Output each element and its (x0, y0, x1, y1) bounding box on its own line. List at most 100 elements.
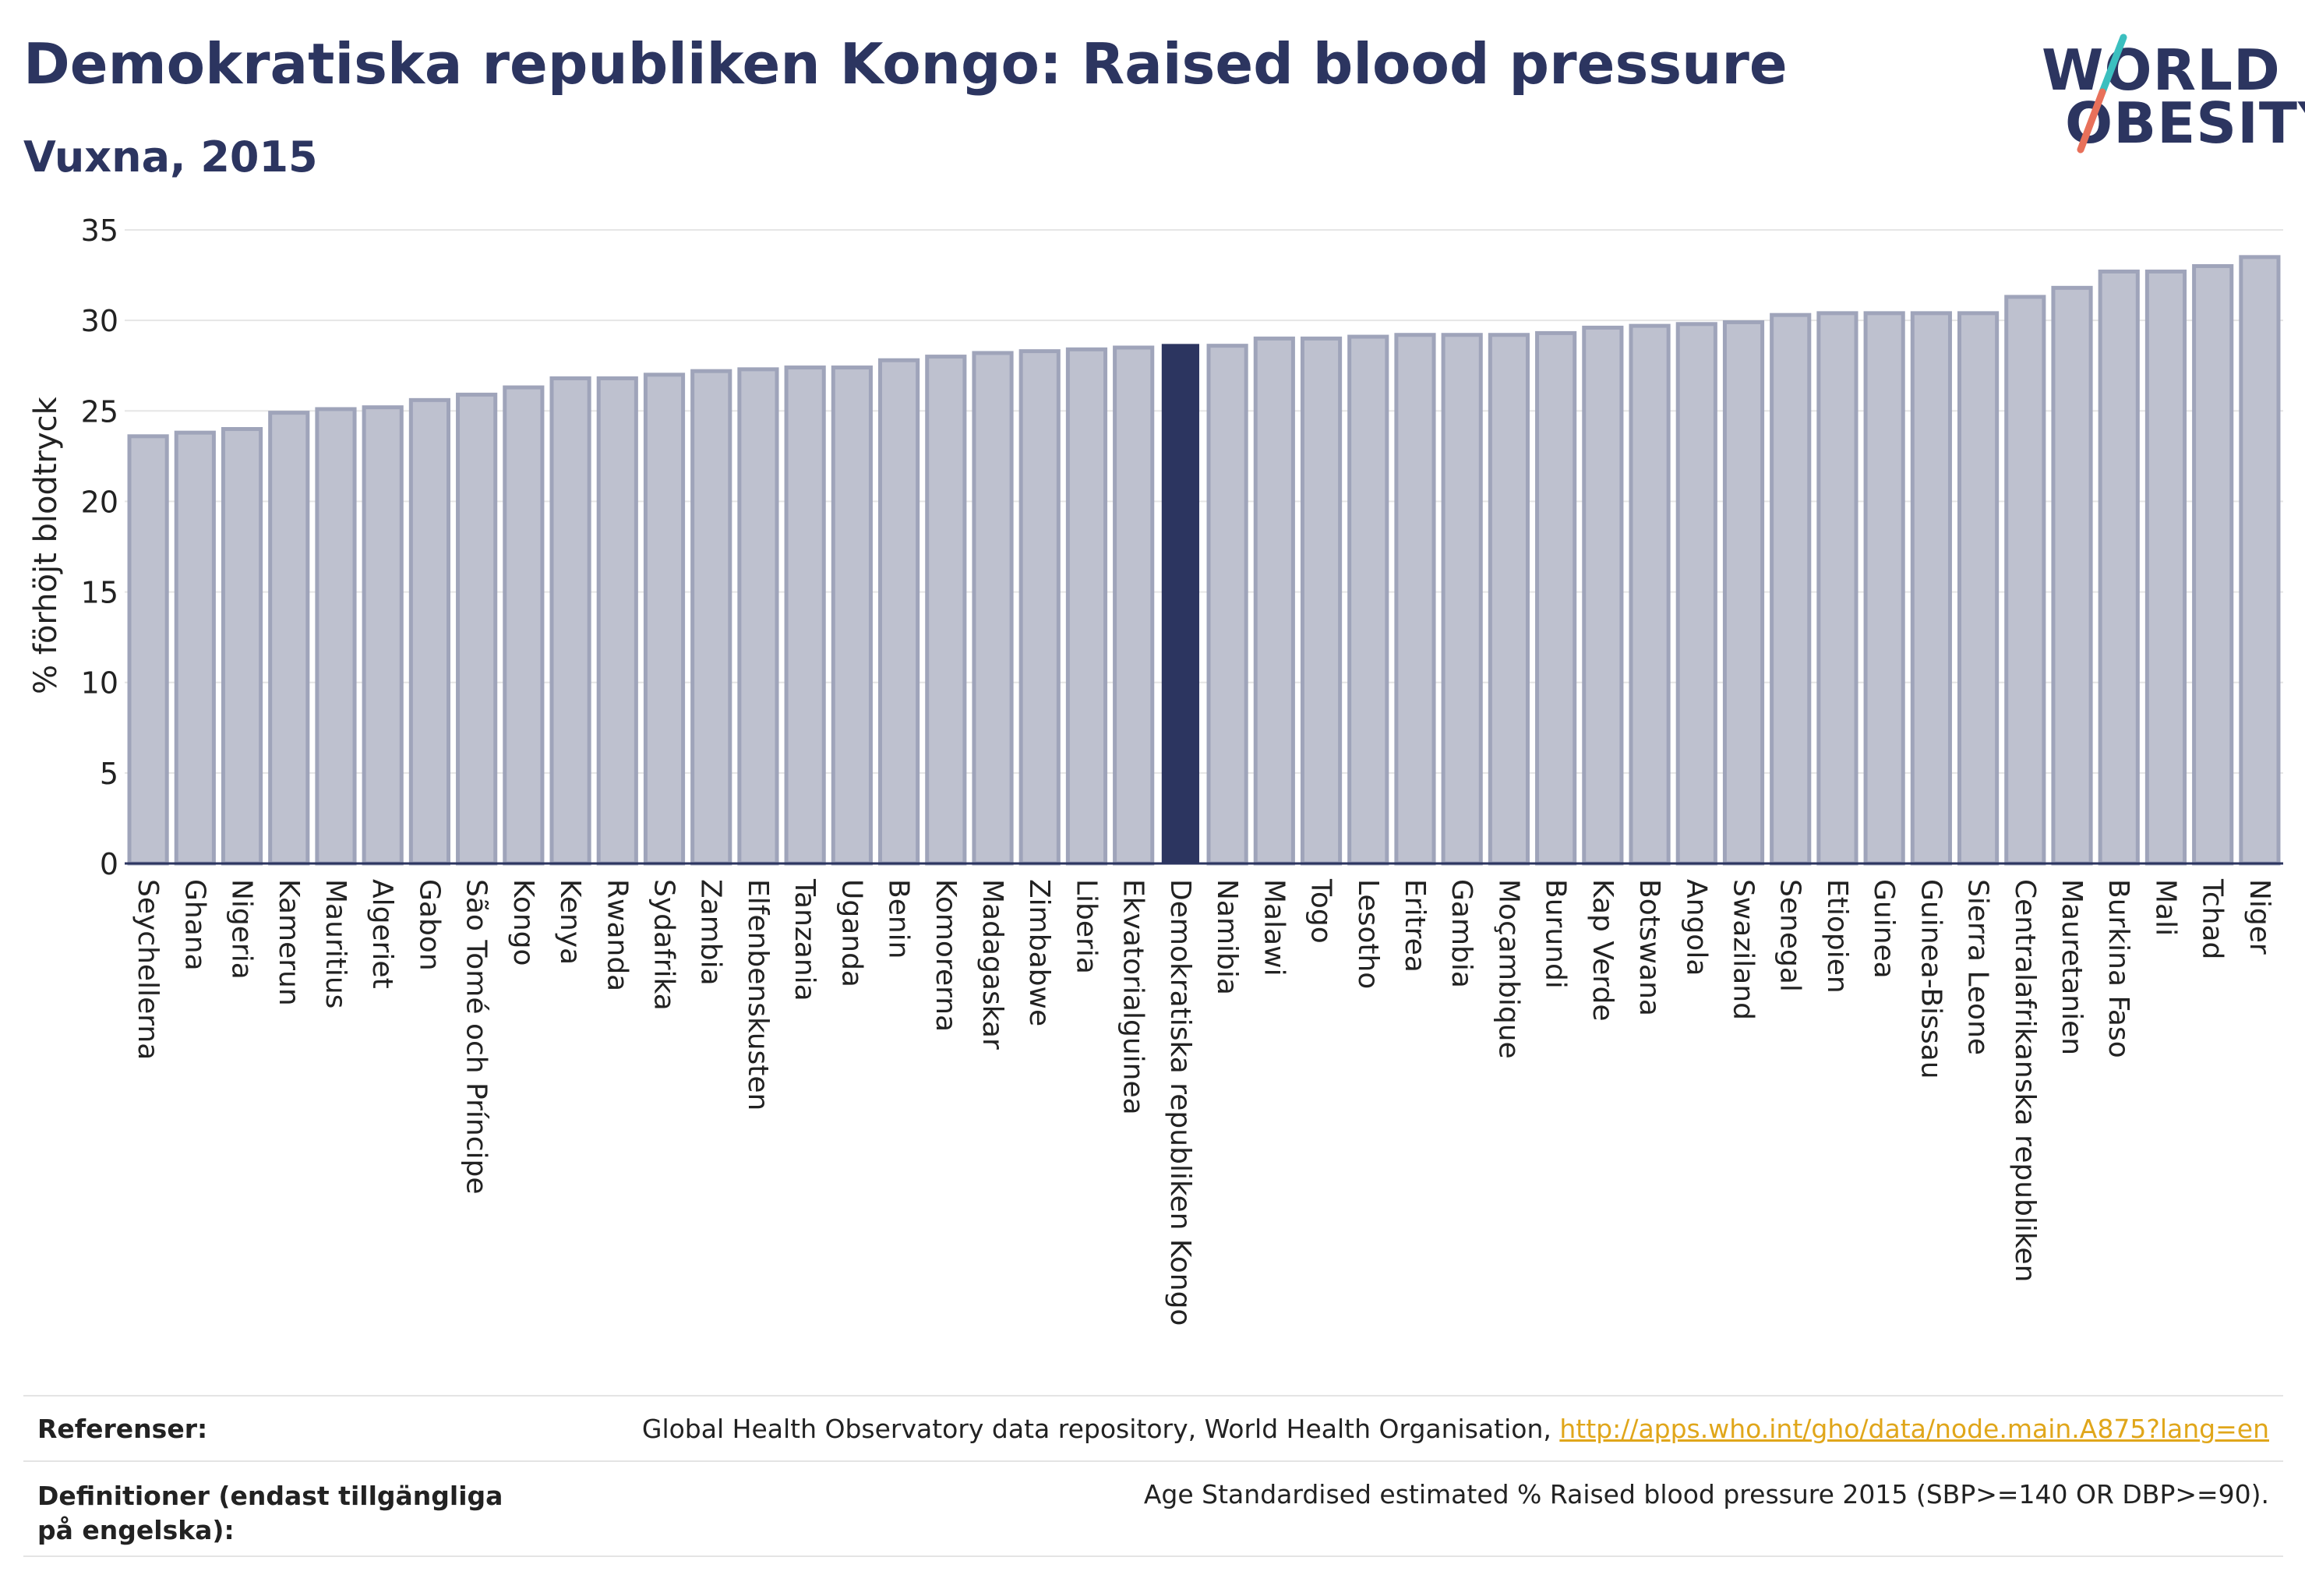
y-axis-label: % förhöjt blodtryck (28, 396, 64, 694)
definitions-row: Definitioner (endast tillgängliga på eng… (23, 1460, 2283, 1554)
x-tick-label: Mauritius (319, 879, 351, 1008)
bar (2098, 269, 2140, 866)
references-text: Global Health Observatory data repositor… (641, 1414, 1560, 1444)
footer-divider-bottom (23, 1555, 2283, 1557)
bar (1206, 344, 1248, 866)
bar (972, 351, 1014, 866)
bar (1910, 311, 1952, 866)
x-tick-label: São Tomé och Príncipe (461, 879, 492, 1195)
x-tick-label: Mali (2149, 879, 2181, 936)
x-tick-labels: Seychellerna Ghana Nigeria Kamerun Mauritius… (132, 878, 2275, 1326)
bar (1816, 311, 1858, 866)
x-tick-label: Kamerun (273, 879, 305, 1006)
bar (878, 358, 920, 866)
x-tick-label: Demokratiska republiken Kongo (1164, 879, 1196, 1326)
bar (1582, 325, 1624, 866)
footer-divider-top (23, 1395, 2283, 1396)
y-tick-labels: 0 5 10 15 20 25 30 35 (81, 214, 118, 881)
bar (268, 411, 310, 866)
x-tick-label: Swaziland (1728, 879, 1760, 1020)
x-tick-label: Angola (1680, 879, 1712, 976)
y-tick-label: 10 (81, 666, 118, 701)
page-subtitle: Vuxna, 2015 (23, 132, 318, 182)
y-tick-label: 20 (81, 485, 118, 519)
x-tick-label: Guinea-Bissau (1915, 879, 1947, 1079)
x-tick-label: Tanzania (789, 878, 821, 1001)
bar (503, 385, 545, 866)
x-tick-label: Niger (2243, 879, 2275, 955)
references-link[interactable]: http://apps.who.int/gho/data/node.main.A… (1559, 1414, 2269, 1444)
bar (643, 373, 686, 866)
x-tick-label: Madagaskar (976, 879, 1008, 1050)
bar (831, 365, 873, 866)
x-tick-label: Burkina Faso (2102, 879, 2134, 1058)
x-tick-label: Algeriet (366, 879, 398, 989)
bar (2192, 263, 2234, 866)
bar (1488, 333, 1530, 866)
bar (362, 405, 404, 866)
x-tick-label: Namibia (1211, 879, 1243, 995)
logo-slash-icon (2077, 34, 2127, 154)
x-tick-label: Mauretanien (2056, 879, 2088, 1055)
bar-chart: 0 5 10 15 20 25 30 35 Seychellerna Ghana Nigeria K… (28, 214, 2283, 1326)
x-tick-label: Ghana (178, 879, 210, 971)
x-tick-label: Malawi (1258, 879, 1290, 976)
bar (2004, 295, 2046, 866)
bar (456, 392, 498, 866)
x-tick-label: Kap Verde (1587, 879, 1618, 1021)
x-tick-label: Lesotho (1352, 879, 1384, 989)
definitions-value: Age Standardised estimated % Raised bloo… (1143, 1479, 2269, 1509)
bar (1018, 349, 1061, 866)
bar (1629, 323, 1671, 866)
x-tick-label: Zimbabwe (1023, 879, 1055, 1026)
x-tick-label: Gambia (1445, 879, 1477, 988)
page-title: Demokratiska republiken Kongo: Raised bl… (23, 31, 1788, 97)
bar (1863, 311, 1905, 866)
x-tick-label: Zambia (695, 879, 727, 986)
x-tick-label: Tchad (2197, 878, 2229, 959)
bar (784, 365, 826, 866)
x-tick-label: Togo (1305, 878, 1337, 944)
x-tick-label: Kenya (554, 879, 586, 965)
bar (690, 369, 732, 866)
bar (2051, 285, 2093, 866)
references-row: Referenser: Global Health Observatory da… (23, 1395, 2283, 1460)
logo-word-obesity: OBESITY (2065, 90, 2305, 156)
bar (408, 397, 451, 866)
logo-word-world: WORLD (2042, 37, 2281, 103)
bar (2239, 255, 2281, 866)
x-tick-label: Centralafrikanska republiken (2009, 879, 2041, 1282)
x-tick-label: Ekvatorialguinea (1117, 879, 1149, 1115)
x-tick-label: Elfenbenskusten (742, 879, 774, 1110)
x-tick-label: Etiopien (1821, 879, 1853, 994)
x-tick-label: Guinea (1868, 879, 1900, 979)
bar (1394, 333, 1436, 866)
x-tick-label: Senegal (1774, 879, 1806, 992)
y-tick-label: 15 (81, 576, 118, 610)
bar (1253, 336, 1295, 866)
x-tick-label: Seychellerna (132, 879, 164, 1060)
references-value: Global Health Observatory data repositor… (642, 1414, 2269, 1444)
x-tick-label: Gabon (413, 879, 445, 971)
bar (1722, 320, 1765, 866)
x-tick-label: Burundi (1540, 879, 1572, 989)
bar (221, 427, 263, 866)
bar (1770, 312, 1812, 866)
y-tick-label: 35 (81, 214, 118, 248)
y-tick-label: 25 (81, 394, 118, 429)
x-tick-label: Sydafrika (648, 879, 680, 1011)
bar (2144, 269, 2187, 866)
bar (1300, 336, 1343, 866)
footer-divider-middle (23, 1460, 2283, 1462)
y-tick-label: 0 (100, 847, 118, 881)
x-tick-label: Komorerna (930, 879, 962, 1032)
bar (1441, 333, 1483, 866)
world-obesity-logo: WORLD OBESITY (2034, 31, 2305, 171)
bar (1957, 311, 2000, 866)
bar (315, 407, 357, 866)
bar (1675, 322, 1717, 866)
x-tick-label: Nigeria (226, 879, 258, 980)
x-tick-label: Rwanda (601, 879, 633, 991)
bar (1065, 347, 1108, 866)
bar (127, 434, 169, 866)
